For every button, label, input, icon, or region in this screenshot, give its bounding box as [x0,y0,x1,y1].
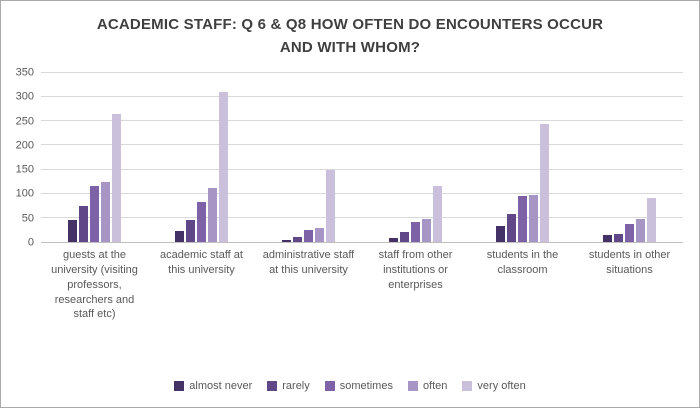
legend-label: almost never [189,380,253,392]
legend-item: often [407,380,448,392]
bar-rarely [507,214,516,242]
bar-almost-never [175,231,184,242]
bar-sometimes [518,196,527,242]
legend-item: very often [462,380,526,392]
legend-label: sometimes [339,380,393,392]
category-label: staff from other institutions or enterpr… [378,249,453,291]
y-axis-tick-label: 150 [15,163,34,176]
y-axis-tick-label: 100 [15,187,34,200]
bar-sometimes [197,202,206,242]
bar-group [469,73,576,242]
y-axis-tick-label: 200 [15,139,34,152]
legend-item: almost never [174,380,252,392]
plot-area [41,72,683,243]
bar-sometimes [90,186,99,242]
category-label: administrative staff at this university [262,249,355,276]
chart-title: ACADEMIC STAFF: Q 6 & Q8 HOW OFTEN DO EN… [96,16,604,56]
legend-swatch [324,381,335,391]
y-axis-tick-label: 50 [21,212,34,225]
bar-rarely [186,220,195,242]
bar-often [636,219,645,242]
bar-sometimes [411,221,420,242]
bar-rarely [400,232,409,242]
y-axis-tick-label: 0 [27,236,34,249]
bar-rarely [79,205,88,242]
x-axis-labels: guests at the university (visiting profe… [41,248,683,322]
category-label: students in other situations [588,249,671,276]
bar-almost-never [603,234,612,242]
legend-label: often [422,380,448,392]
bar-almost-never [282,239,291,242]
bar-almost-never [496,226,505,242]
bar-groups [41,73,683,242]
legend-swatch [267,381,278,391]
bar-very-often [219,92,228,242]
gridline [41,96,683,98]
gridline [41,192,683,194]
gridline [41,216,683,218]
bar-very-often [112,114,121,242]
bar-very-often [433,185,442,242]
bar-very-often [540,123,549,242]
gridline [41,168,683,170]
legend-swatch [462,381,473,391]
bar-often [529,194,538,242]
legend-swatch [174,381,185,391]
bar-group [41,73,148,242]
y-axis-tick-label: 350 [15,66,34,79]
gridline [41,120,683,122]
bar-sometimes [625,224,634,242]
gridline [41,144,683,146]
bar-almost-never [389,238,398,242]
category-label: students in the classroom [486,249,559,276]
category-label: guests at the university (visiting profe… [51,249,138,321]
legend-label: rarely [282,380,310,392]
bar-group [255,73,362,242]
plot-region: 0 50 100 150 200 250 300 350 [11,67,683,248]
bar-often [315,227,324,242]
bar-often [101,181,110,242]
bar-often [208,187,217,242]
bar-sometimes [304,229,313,242]
legend: almost never rarely sometimes often very oft… [1,380,699,392]
bar-almost-never [68,220,77,242]
bar-very-often [647,197,656,242]
gridline [41,72,683,73]
bar-group [362,73,469,242]
bar-group [148,73,255,242]
y-axis: 0 50 100 150 200 250 300 350 [11,67,41,248]
legend-label: very often [477,380,526,392]
bar-group [576,73,683,242]
legend-item: rarely [267,380,310,392]
legend-item: sometimes [324,380,393,392]
bar-often [422,219,431,242]
category-label: academic staff at this university [160,249,243,276]
bar-very-often [326,169,335,242]
y-axis-tick-label: 300 [15,90,34,103]
legend-swatch [407,381,418,391]
bar-rarely [614,233,623,242]
y-axis-tick-label: 250 [15,115,34,128]
bar-rarely [293,237,302,242]
